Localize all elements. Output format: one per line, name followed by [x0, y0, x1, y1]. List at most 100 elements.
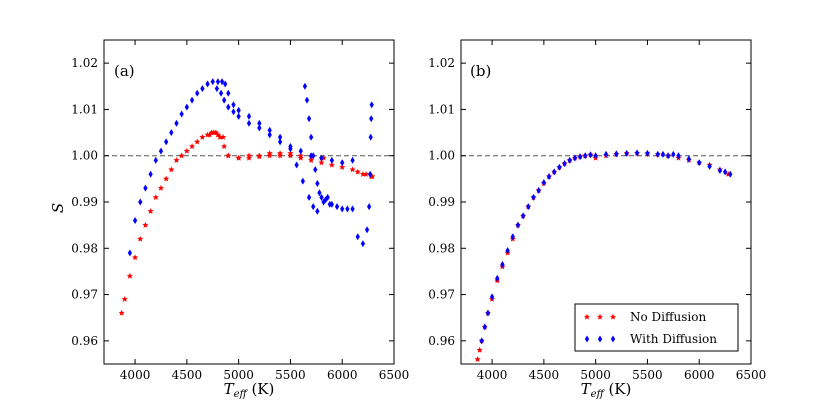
panel-a-point-no-diffusion: [276, 152, 284, 159]
panel-a-point-no-diffusion: [219, 133, 227, 140]
legend-marker-no-diffusion: [583, 313, 591, 320]
panel-a-point-no-diffusion: [287, 152, 294, 159]
panel-a-point-with-diffusion: [195, 89, 200, 97]
panel-a-ytick-label: 1.00: [71, 149, 98, 163]
panel-a-ytick-label: 1.02: [71, 56, 98, 70]
legend: No Diffusion With Diffusion: [574, 303, 739, 352]
panel-b-point-with-diffusion: [676, 152, 681, 160]
panel-a-point-no-diffusion: [256, 152, 263, 159]
panel-b-point-with-diffusion: [634, 149, 640, 157]
panel-a-frame: [103, 39, 395, 365]
panel-a-point-with-diffusion: [300, 177, 306, 185]
panel-b-point-with-diffusion: [485, 309, 491, 317]
panel-b-point-with-diffusion: [500, 260, 505, 269]
panel-a-point-no-diffusion: [178, 152, 185, 159]
panel-b-xtick-label: 6500: [736, 368, 767, 382]
legend-box: [574, 303, 739, 352]
panel-b-point-with-diffusion: [526, 203, 531, 211]
panel-a-point-with-diffusion: [317, 189, 322, 197]
panel-a-point-no-diffusion: [210, 129, 217, 136]
panel-a-point-with-diffusion: [236, 106, 241, 114]
panel-a-point-with-diffusion: [231, 101, 236, 109]
panel-b-point-with-diffusion: [536, 186, 541, 195]
panel-a-point-with-diffusion: [138, 198, 143, 206]
panel-a-point-with-diffusion: [340, 159, 345, 167]
panel-b-ytick-label: 1.01: [428, 102, 455, 116]
panel-a-point-with-diffusion: [158, 147, 164, 155]
panel-a-point-with-diffusion: [210, 78, 215, 86]
panel-b-point-with-diffusion: [614, 150, 619, 158]
panel-b-point-with-diffusion: [515, 221, 521, 229]
legend-markers: [583, 313, 617, 343]
panel-a-point-no-diffusion: [318, 159, 325, 166]
panel-a-point-no-diffusion: [245, 152, 253, 159]
panel-a-point-no-diffusion: [137, 235, 144, 242]
panel-b-ytick-label: 0.97: [428, 288, 455, 302]
panel-b-point-with-diffusion: [717, 166, 723, 175]
panel-b-point-with-diffusion: [552, 168, 557, 176]
panel-a-point-with-diffusion: [350, 205, 355, 213]
legend-marker-with-diffusion: [584, 335, 590, 343]
panel-b-point-with-diffusion: [546, 172, 552, 181]
panel-a-point-no-diffusion: [131, 254, 139, 261]
panel-b-point-no-diffusion: [474, 356, 481, 363]
panel-b-ytick-label: 0.96: [428, 334, 455, 348]
panel-a-point-with-diffusion: [148, 170, 153, 178]
panel-b-point-with-diffusion: [479, 337, 484, 345]
panel-a-point-with-diffusion: [143, 184, 148, 192]
panel-a-point-no-diffusion: [297, 152, 304, 159]
panel-a: (a) S Teff (K) 4000 4500 5000 5500 6000 6500 0…: [49, 39, 409, 400]
panel-a-point-with-diffusion: [298, 147, 303, 155]
panel-a-point-with-diffusion: [163, 138, 169, 146]
panel-a-label: (a): [114, 62, 135, 80]
panel-a-point-with-diffusion: [311, 152, 316, 160]
panel-a-point-with-diffusion: [205, 80, 210, 88]
panel-b-point-with-diffusion: [583, 152, 588, 160]
panel-a-point-with-diffusion: [306, 193, 312, 201]
panel-a-point-with-diffusion: [368, 133, 373, 141]
panel-b-ytick-label: 0.98: [428, 241, 455, 255]
panel-a-point-with-diffusion: [355, 233, 360, 241]
panel-a-point-no-diffusion: [199, 133, 206, 140]
panel-a-point-with-diffusion: [334, 203, 340, 211]
panel-a-point-with-diffusion: [369, 101, 374, 109]
panel-b-point-with-diffusion: [593, 152, 598, 160]
panel-a-point-with-diffusion: [364, 226, 370, 234]
panel-a-ytick-label: 0.98: [71, 241, 98, 255]
panel-a-point-no-diffusion: [194, 138, 201, 145]
panel-a-xlabel: Teff (K): [224, 380, 275, 400]
panel-a-point-with-diffusion: [257, 124, 262, 132]
legend-label-no-diffusion: No Diffusion: [630, 310, 706, 324]
panel-a-point-no-diffusion: [126, 272, 134, 279]
panel-a-point-no-diffusion: [349, 166, 356, 173]
panel-a-point-with-diffusion: [215, 78, 221, 86]
panel-a-point-with-diffusion: [340, 205, 345, 213]
panel-a-point-with-diffusion: [302, 82, 308, 90]
panel-b-point-with-diffusion: [722, 168, 728, 176]
panel-a-point-no-diffusion: [354, 168, 361, 175]
panel-b-point-with-diffusion: [557, 163, 562, 171]
panel-b-point-with-diffusion: [531, 193, 536, 201]
panel-b-point-with-diffusion: [665, 152, 671, 160]
panel-a-point-with-diffusion: [308, 133, 314, 141]
panel-a-point-with-diffusion: [184, 103, 190, 111]
panel-a-point-with-diffusion: [294, 161, 299, 169]
panel-a-point-with-diffusion: [219, 78, 225, 86]
panel-b-point-with-diffusion: [577, 153, 583, 161]
panel-a-point-with-diffusion: [304, 96, 310, 104]
panel-b-label: (b): [470, 62, 491, 80]
panel-a-point-with-diffusion: [132, 216, 138, 225]
panel-a-point-no-diffusion: [188, 143, 196, 150]
panel-a-point-with-diffusion: [174, 119, 179, 127]
panel-a-point-no-diffusion: [142, 221, 149, 228]
panel-a-series-with-diffusion: [127, 78, 374, 257]
panel-a-point-with-diffusion: [350, 156, 355, 164]
panel-b-point-with-diffusion: [707, 162, 712, 170]
panel-b-point-with-diffusion: [510, 233, 515, 241]
panel-b-ytick-label: 0.99: [428, 195, 455, 209]
panel-b-point-with-diffusion: [482, 323, 487, 331]
panel-a-point-with-diffusion: [189, 96, 195, 104]
panel-a-point-with-diffusion: [200, 85, 205, 93]
panel-b-xlabel: Teff (K): [581, 380, 632, 400]
